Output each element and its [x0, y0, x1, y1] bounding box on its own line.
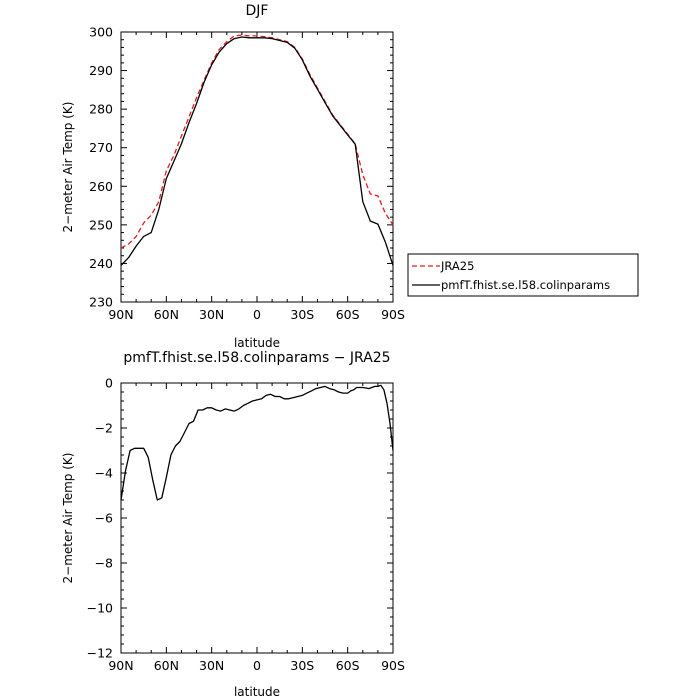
bottom-series-line-difference — [120, 384, 394, 501]
top-y-tick-label: 260 — [89, 179, 113, 194]
bottom-y-tick-label: −2 — [95, 421, 113, 436]
top-x-tick-label: 30N — [199, 307, 224, 322]
top-y-tick-label: 230 — [89, 295, 113, 310]
top-y-tick-label: 290 — [89, 63, 113, 78]
bottom-x-axis-label: latitude — [234, 685, 280, 699]
top-x-tick-label: 60S — [336, 307, 360, 322]
top-y-tick-label: 280 — [89, 102, 113, 117]
bottom-y-tick-label: 0 — [105, 376, 113, 391]
top-plot-frame — [120, 31, 394, 303]
bottom-x-tick-labels: 90N 60N 30N 0 30S 60S 90S — [108, 658, 405, 673]
bottom-y-tick-label: −6 — [95, 511, 113, 526]
legend-label-model: pmfT.fhist.se.l58.colinparams — [441, 278, 610, 292]
bottom-y-axis-label: 2−meter Air Temp (K) — [61, 453, 75, 584]
top-x-tick-label: 60N — [154, 307, 179, 322]
top-series-line-jra25 — [120, 34, 394, 249]
bottom-series-lines — [120, 384, 394, 501]
top-y-tick-label: 250 — [89, 217, 113, 232]
top-panel: DJF 230 240 250 260 270 280 290 300 90N 60N 30N 0 3… — [61, 3, 639, 350]
top-x-tick-label: 0 — [253, 307, 261, 322]
bottom-y-tick-labels: −12 −10 −8 −6 −4 −2 0 — [87, 376, 113, 661]
bottom-y-tick-label: −8 — [95, 556, 113, 571]
top-y-tick-label: 240 — [89, 256, 113, 271]
bottom-x-tick-label: 60N — [154, 658, 179, 673]
bottom-y-tick-label: −10 — [87, 601, 113, 616]
top-axis-ticks — [120, 31, 394, 303]
top-x-tick-labels: 90N 60N 30N 0 30S 60S 90S — [108, 307, 405, 322]
top-y-tick-label: 300 — [89, 25, 113, 40]
top-x-axis-label: latitude — [234, 336, 280, 350]
legend: JRA25 pmfT.fhist.se.l58.colinparams — [407, 253, 639, 297]
top-y-tick-labels: 230 240 250 260 270 280 290 300 — [89, 25, 113, 310]
top-x-tick-label: 90N — [108, 307, 133, 322]
bottom-axis-ticks — [120, 382, 394, 654]
bottom-y-tick-label: −12 — [87, 646, 113, 661]
bottom-plot-frame — [120, 382, 394, 654]
top-y-axis-label: 2−meter Air Temp (K) — [61, 102, 75, 233]
top-series-lines — [120, 34, 394, 266]
top-x-tick-label: 30S — [290, 307, 314, 322]
top-y-tick-label: 270 — [89, 140, 113, 155]
bottom-x-tick-label: 30N — [199, 658, 224, 673]
top-series-line-pmft-fhist-se-l58-colinparams — [120, 36, 394, 266]
bottom-x-tick-label: 0 — [253, 658, 261, 673]
bottom-x-tick-label: 90S — [381, 658, 405, 673]
bottom-x-tick-label: 60S — [336, 658, 360, 673]
bottom-x-tick-label: 90N — [108, 658, 133, 673]
top-chart-title: DJF — [246, 3, 269, 19]
legend-label-jra25: JRA25 — [440, 259, 474, 273]
bottom-x-tick-label: 30S — [290, 658, 314, 673]
bottom-chart-title: pmfT.fhist.se.l58.colinparams − JRA25 — [123, 350, 390, 366]
top-x-tick-label: 90S — [381, 307, 405, 322]
bottom-panel: pmfT.fhist.se.l58.colinparams − JRA25 −1… — [61, 350, 405, 699]
legend-box — [407, 253, 639, 297]
bottom-y-tick-label: −4 — [95, 466, 113, 481]
